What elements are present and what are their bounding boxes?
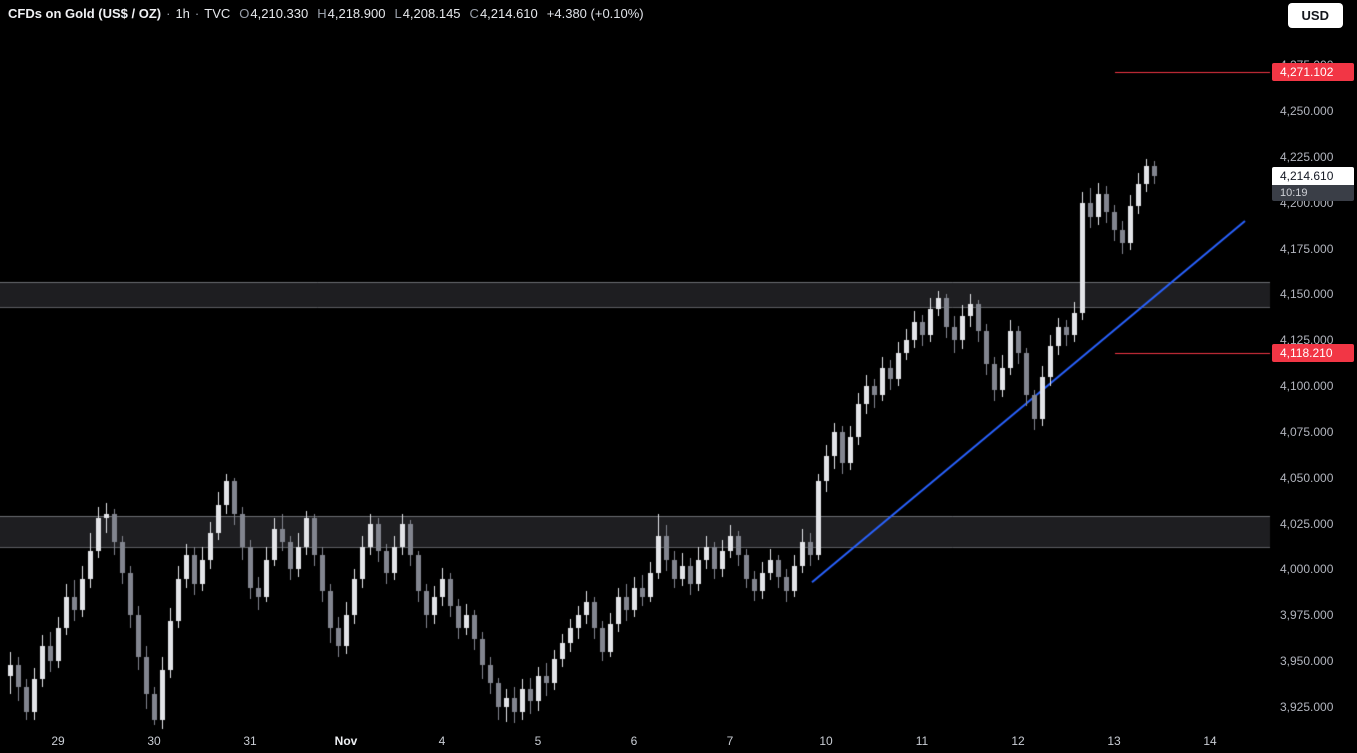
low-letter: L xyxy=(394,6,402,21)
open-letter: O xyxy=(239,6,250,21)
time-axis-label: 13 xyxy=(1107,734,1121,748)
time-axis-label: 14 xyxy=(1203,734,1217,748)
price-axis-label: 3,925.000 xyxy=(1280,699,1334,714)
price-axis-label: 3,950.000 xyxy=(1280,654,1334,668)
time-axis-label: 12 xyxy=(1011,734,1025,748)
open-value: O 4,210.330 xyxy=(239,6,308,21)
interval-label[interactable]: 1h xyxy=(175,6,190,21)
time-axis-label: 4 xyxy=(438,734,446,748)
alert-price-label[interactable]: 4,118.210 xyxy=(1272,343,1354,362)
time-axis-label: 10 xyxy=(819,734,833,748)
time-axis-label: 29 xyxy=(51,734,65,748)
time-axis-label: 5 xyxy=(534,734,542,748)
separator: · xyxy=(194,6,200,21)
price-axis-label: 4,250.000 xyxy=(1280,104,1334,118)
time-axis-label: 30 xyxy=(147,734,161,748)
time-axis-label: 31 xyxy=(243,734,257,748)
alert-price-label[interactable]: 4,271.102 xyxy=(1272,63,1354,82)
low-value: L 4,208.145 xyxy=(394,6,460,21)
high-value: H 4,218.900 xyxy=(317,6,385,21)
close-letter: C xyxy=(469,6,479,21)
time-axis-label: 11 xyxy=(915,734,929,748)
chart-legend: CFDs on Gold (US$ / OZ) · 1h · TVC O 4,21… xyxy=(8,6,644,21)
open-number: 4,210.330 xyxy=(250,6,309,21)
last-price-label: 4,214.610 xyxy=(1272,166,1354,185)
price-axis-label: 4,175.000 xyxy=(1280,241,1334,256)
price-axis-label: 4,075.000 xyxy=(1280,424,1334,439)
price-axis-label: 4,225.000 xyxy=(1280,149,1334,164)
time-axis-label: Nov xyxy=(334,734,358,748)
price-axis[interactable]: 4,214.610 10:19 4,275.0004,250.0004,225.… xyxy=(1272,0,1357,753)
symbol-title[interactable]: CFDs on Gold (US$ / OZ) xyxy=(8,6,162,21)
bar-countdown-label: 10:19 xyxy=(1272,184,1354,201)
time-axis-label: 7 xyxy=(726,734,734,748)
currency-button[interactable]: USD xyxy=(1287,3,1343,28)
price-axis-label: 4,150.000 xyxy=(1280,287,1334,302)
price-axis-label: 3,975.000 xyxy=(1280,608,1334,623)
high-letter: H xyxy=(317,6,327,21)
high-number: 4,218.900 xyxy=(327,6,386,21)
exchange-label: TVC xyxy=(204,6,231,21)
change-label: +4.380 (+0.10%) xyxy=(546,6,644,21)
price-axis-label: 4,050.000 xyxy=(1280,470,1334,485)
separator: · xyxy=(166,6,171,21)
price-axis-label: 4,025.000 xyxy=(1280,516,1334,531)
price-axis-label: 4,000.000 xyxy=(1280,562,1334,577)
price-axis-label: 4,100.000 xyxy=(1280,379,1334,393)
time-axis[interactable]: 29 30 31 Nov 4 5 6 7 10 11 12 13 14 xyxy=(0,731,1270,753)
close-value: C 4,214.610 xyxy=(470,6,538,21)
low-number: 4,208.145 xyxy=(402,6,461,21)
close-number: 4,214.610 xyxy=(479,6,538,21)
time-axis-label: 6 xyxy=(630,734,638,748)
